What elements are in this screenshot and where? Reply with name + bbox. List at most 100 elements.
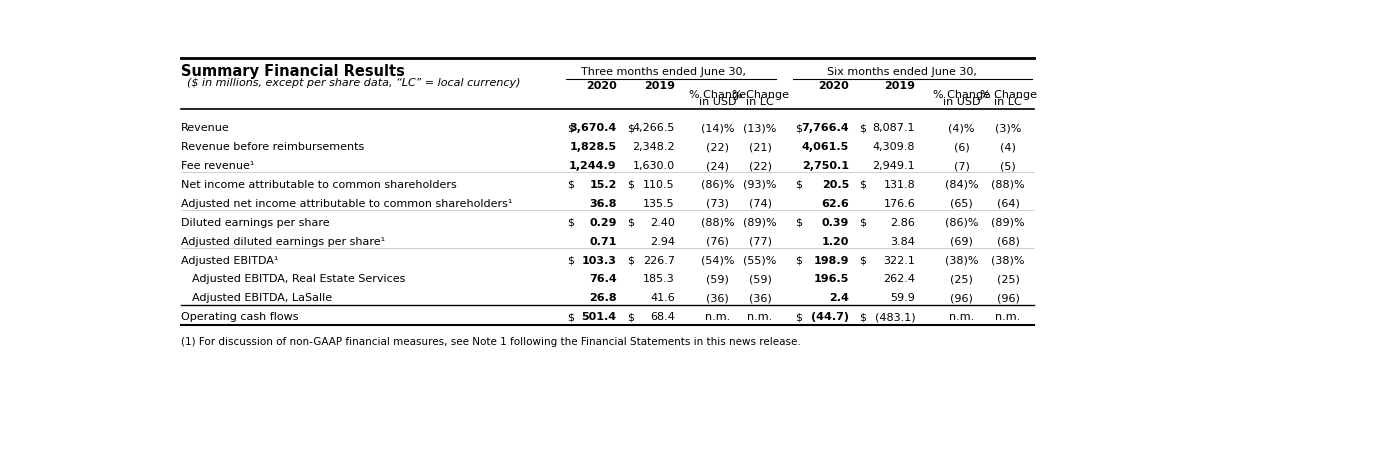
Text: 2.94: 2.94	[650, 236, 675, 246]
Text: (68): (68)	[997, 236, 1019, 246]
Text: (93)%: (93)%	[743, 180, 777, 189]
Text: (24): (24)	[706, 161, 729, 171]
Text: ($ in millions, except per share data, “LC” = local currency): ($ in millions, except per share data, “…	[188, 78, 521, 88]
Text: $: $	[860, 123, 867, 133]
Text: Adjusted EBITDA¹: Adjusted EBITDA¹	[181, 255, 279, 265]
Text: 1,828.5: 1,828.5	[570, 142, 617, 152]
Text: 2.86: 2.86	[890, 217, 916, 227]
Text: 2019: 2019	[644, 81, 675, 90]
Text: 7,766.4: 7,766.4	[802, 123, 850, 133]
Text: (74): (74)	[749, 199, 771, 208]
Text: 26.8: 26.8	[589, 293, 617, 303]
Text: (38)%: (38)%	[991, 255, 1025, 265]
Text: 2.40: 2.40	[650, 217, 675, 227]
Text: (14)%: (14)%	[701, 123, 734, 133]
Text: Three months ended June 30,: Three months ended June 30,	[581, 67, 746, 77]
Text: 3,670.4: 3,670.4	[570, 123, 617, 133]
Text: (96): (96)	[997, 293, 1019, 303]
Text: 501.4: 501.4	[581, 312, 617, 322]
Text: % Change: % Change	[732, 90, 788, 100]
Text: Adjusted EBITDA, Real Estate Services: Adjusted EBITDA, Real Estate Services	[192, 274, 406, 284]
Text: (22): (22)	[706, 142, 729, 152]
Text: (3)%: (3)%	[995, 123, 1022, 133]
Text: (88)%: (88)%	[991, 180, 1025, 189]
Text: $: $	[627, 217, 634, 227]
Text: (4): (4)	[1000, 142, 1016, 152]
Text: (88)%: (88)%	[700, 217, 735, 227]
Text: % Change: % Change	[934, 90, 990, 100]
Text: $: $	[795, 217, 802, 227]
Text: $: $	[860, 217, 867, 227]
Text: 103.3: 103.3	[582, 255, 617, 265]
Text: 59.9: 59.9	[890, 293, 916, 303]
Text: % Change: % Change	[689, 90, 746, 100]
Text: (76): (76)	[706, 236, 729, 246]
Text: in LC: in LC	[994, 97, 1022, 106]
Text: 1,244.9: 1,244.9	[570, 161, 617, 171]
Text: (36): (36)	[706, 293, 729, 303]
Text: (13)%: (13)%	[743, 123, 777, 133]
Text: 62.6: 62.6	[822, 199, 850, 208]
Text: Diluted earnings per share: Diluted earnings per share	[181, 217, 330, 227]
Text: (89)%: (89)%	[743, 217, 777, 227]
Text: 2,949.1: 2,949.1	[872, 161, 916, 171]
Text: 1,630.0: 1,630.0	[633, 161, 675, 171]
Text: (65): (65)	[951, 199, 973, 208]
Text: 76.4: 76.4	[589, 274, 617, 284]
Text: (59): (59)	[706, 274, 729, 284]
Text: Six months ended June 30,: Six months ended June 30,	[826, 67, 977, 77]
Text: 8,087.1: 8,087.1	[872, 123, 916, 133]
Text: Net income attributable to common shareholders: Net income attributable to common shareh…	[181, 180, 456, 189]
Text: 2,750.1: 2,750.1	[802, 161, 850, 171]
Text: $: $	[795, 180, 802, 189]
Text: $: $	[795, 255, 802, 265]
Text: 196.5: 196.5	[813, 274, 850, 284]
Text: Summary Financial Results: Summary Financial Results	[181, 64, 405, 79]
Text: 0.29: 0.29	[589, 217, 617, 227]
Text: 0.39: 0.39	[822, 217, 850, 227]
Text: 1.20: 1.20	[822, 236, 850, 246]
Text: $: $	[860, 312, 867, 322]
Text: 15.2: 15.2	[589, 180, 617, 189]
Text: $: $	[627, 180, 634, 189]
Text: n.m.: n.m.	[748, 312, 773, 322]
Text: $: $	[567, 180, 574, 189]
Text: $: $	[567, 312, 574, 322]
Text: (69): (69)	[951, 236, 973, 246]
Text: (86)%: (86)%	[945, 217, 979, 227]
Text: (77): (77)	[749, 236, 771, 246]
Text: 2.4: 2.4	[829, 293, 850, 303]
Text: (5): (5)	[1000, 161, 1016, 171]
Text: in LC: in LC	[746, 97, 774, 106]
Text: 2,348.2: 2,348.2	[633, 142, 675, 152]
Text: (55)%: (55)%	[743, 255, 777, 265]
Text: in USD: in USD	[942, 97, 980, 106]
Text: 36.8: 36.8	[589, 199, 617, 208]
Text: 110.5: 110.5	[643, 180, 675, 189]
Text: 322.1: 322.1	[883, 255, 916, 265]
Text: 185.3: 185.3	[643, 274, 675, 284]
Text: 262.4: 262.4	[883, 274, 916, 284]
Text: (1) For discussion of non-GAAP financial measures, see Note 1 following the Fina: (1) For discussion of non-GAAP financial…	[181, 336, 801, 346]
Text: (86)%: (86)%	[701, 180, 734, 189]
Text: (54)%: (54)%	[701, 255, 734, 265]
Text: Adjusted EBITDA, LaSalle: Adjusted EBITDA, LaSalle	[192, 293, 332, 303]
Text: Revenue: Revenue	[181, 123, 230, 133]
Text: (59): (59)	[749, 274, 771, 284]
Text: Adjusted diluted earnings per share¹: Adjusted diluted earnings per share¹	[181, 236, 385, 246]
Text: Adjusted net income attributable to common shareholders¹: Adjusted net income attributable to comm…	[181, 199, 512, 208]
Text: (4)%: (4)%	[948, 123, 974, 133]
Text: (96): (96)	[951, 293, 973, 303]
Text: 0.71: 0.71	[589, 236, 617, 246]
Text: 3.84: 3.84	[890, 236, 916, 246]
Text: 4,266.5: 4,266.5	[633, 123, 675, 133]
Text: (22): (22)	[749, 161, 771, 171]
Text: Fee revenue¹: Fee revenue¹	[181, 161, 255, 171]
Text: Operating cash flows: Operating cash flows	[181, 312, 298, 322]
Text: $: $	[860, 255, 867, 265]
Text: (483.1): (483.1)	[875, 312, 916, 322]
Text: n.m.: n.m.	[949, 312, 974, 322]
Text: (36): (36)	[749, 293, 771, 303]
Text: Revenue before reimbursements: Revenue before reimbursements	[181, 142, 364, 152]
Text: n.m.: n.m.	[995, 312, 1021, 322]
